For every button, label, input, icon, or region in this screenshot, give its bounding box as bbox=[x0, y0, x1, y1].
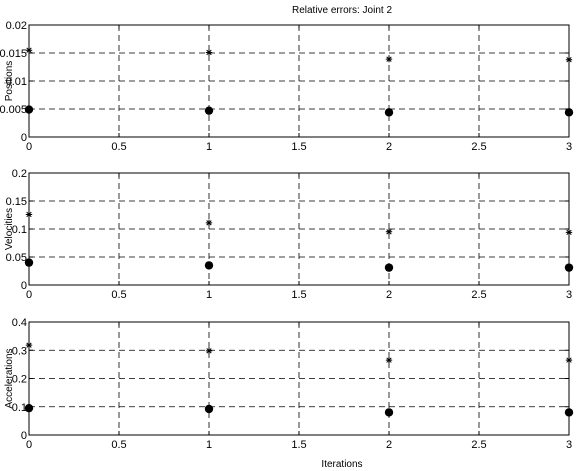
velocities-star-point bbox=[385, 228, 393, 235]
positions-x-tick-label: 0 bbox=[26, 141, 32, 153]
accelerations-x-tick-label: 1.5 bbox=[291, 439, 306, 451]
velocities-star-point bbox=[565, 229, 573, 236]
velocities-x-tick-label: 3 bbox=[566, 289, 572, 301]
positions-dot-point bbox=[564, 108, 574, 117]
velocities-y-axis-label: Velocities bbox=[4, 208, 15, 250]
velocities-star-point bbox=[205, 219, 213, 227]
positions-y-axis-label: Positions bbox=[4, 61, 15, 102]
accelerations-x-tick-label: 2 bbox=[386, 439, 392, 451]
positions-y-tick-label: 0.005 bbox=[0, 104, 27, 116]
velocities-y-tick-label: 0.2 bbox=[12, 168, 27, 180]
positions-star-point bbox=[385, 55, 393, 63]
accelerations-dot-point bbox=[564, 408, 574, 417]
positions-star-point bbox=[565, 56, 573, 63]
velocities-y-tick-label: 0 bbox=[21, 280, 27, 292]
velocities-x-tick-label: 2.5 bbox=[471, 289, 486, 301]
x-axis-label: Iterations bbox=[321, 459, 362, 470]
velocities-dot-point bbox=[204, 261, 214, 270]
velocities-x-tick-label: 2 bbox=[386, 289, 392, 301]
accelerations-x-tick-label: 3 bbox=[566, 439, 572, 451]
subplot-accelerations: 0 0.5 1 1.5 2 2.5 3 0 0.1 0.2 0.3 0.4 Accelerations bbox=[4, 317, 574, 451]
positions-x-tick-label: 0.5 bbox=[111, 141, 126, 153]
accelerations-dot-point bbox=[384, 408, 394, 417]
velocities-dot-point bbox=[564, 263, 574, 272]
positions-star-point bbox=[205, 49, 213, 56]
subplot-velocities: 0 0.5 1 1.5 2 2.5 3 0 0.05 0.1 0.15 0.2 Velocities bbox=[4, 168, 574, 301]
positions-x-tick-label: 1 bbox=[206, 141, 212, 153]
positions-dot-point bbox=[24, 105, 34, 114]
positions-x-tick-label: 3 bbox=[566, 141, 572, 153]
positions-dot-point bbox=[384, 108, 394, 117]
figure-title: Relative errors: Joint 2 bbox=[292, 5, 392, 16]
positions-dot-point bbox=[204, 106, 214, 115]
accelerations-x-tick-label: 0.5 bbox=[111, 439, 126, 451]
subplot-positions: 0 0.5 1 1.5 2 2.5 3 0 0.005 0.01 0.015 0.02 Position… bbox=[0, 20, 574, 153]
velocities-dot-point bbox=[24, 258, 34, 267]
subplots: 0 0.5 1 1.5 2 2.5 3 0 0.005 0.01 0.015 0.02 Position… bbox=[0, 20, 574, 451]
velocities-y-tick-label: 0.1 bbox=[12, 224, 27, 236]
positions-x-tick-label: 2 bbox=[386, 141, 392, 153]
accelerations-y-tick-label: 0.3 bbox=[12, 345, 27, 357]
accelerations-y-tick-label: 0.2 bbox=[12, 374, 27, 386]
velocities-dot-point bbox=[384, 263, 394, 272]
velocities-x-tick-label: 0 bbox=[26, 289, 32, 301]
accelerations-y-tick-label: 0 bbox=[21, 430, 27, 442]
accelerations-x-tick-label: 2.5 bbox=[471, 439, 486, 451]
accelerations-dot-point bbox=[24, 403, 34, 413]
velocities-x-tick-label: 1.5 bbox=[291, 289, 306, 301]
accelerations-y-tick-label: 0.1 bbox=[12, 402, 27, 414]
positions-y-tick-label: 0.015 bbox=[0, 48, 27, 60]
positions-y-tick-label: 0.02 bbox=[6, 20, 27, 32]
accelerations-star-point bbox=[565, 356, 573, 364]
positions-star-point bbox=[25, 47, 33, 54]
accelerations-dot-point bbox=[204, 404, 214, 414]
accelerations-x-tick-label: 1 bbox=[206, 439, 212, 451]
accelerations-x-tick-label: 0 bbox=[26, 439, 32, 451]
accelerations-star-point bbox=[205, 347, 213, 355]
accelerations-y-axis-label: Accelerations bbox=[4, 348, 15, 408]
velocities-x-tick-label: 0.5 bbox=[111, 289, 126, 301]
velocities-x-tick-label: 1 bbox=[206, 289, 212, 301]
velocities-y-tick-label: 0.05 bbox=[6, 252, 27, 264]
velocities-star-point bbox=[25, 211, 33, 218]
positions-x-tick-label: 2.5 bbox=[471, 141, 486, 153]
velocities-y-tick-label: 0.15 bbox=[6, 196, 27, 208]
accelerations-star-point bbox=[25, 341, 33, 349]
accelerations-star-point bbox=[385, 356, 393, 364]
positions-y-tick-label: 0 bbox=[21, 132, 27, 144]
positions-y-tick-label: 0.01 bbox=[6, 76, 27, 88]
positions-x-tick-label: 1.5 bbox=[291, 141, 306, 153]
accelerations-y-tick-label: 0.4 bbox=[12, 317, 27, 329]
